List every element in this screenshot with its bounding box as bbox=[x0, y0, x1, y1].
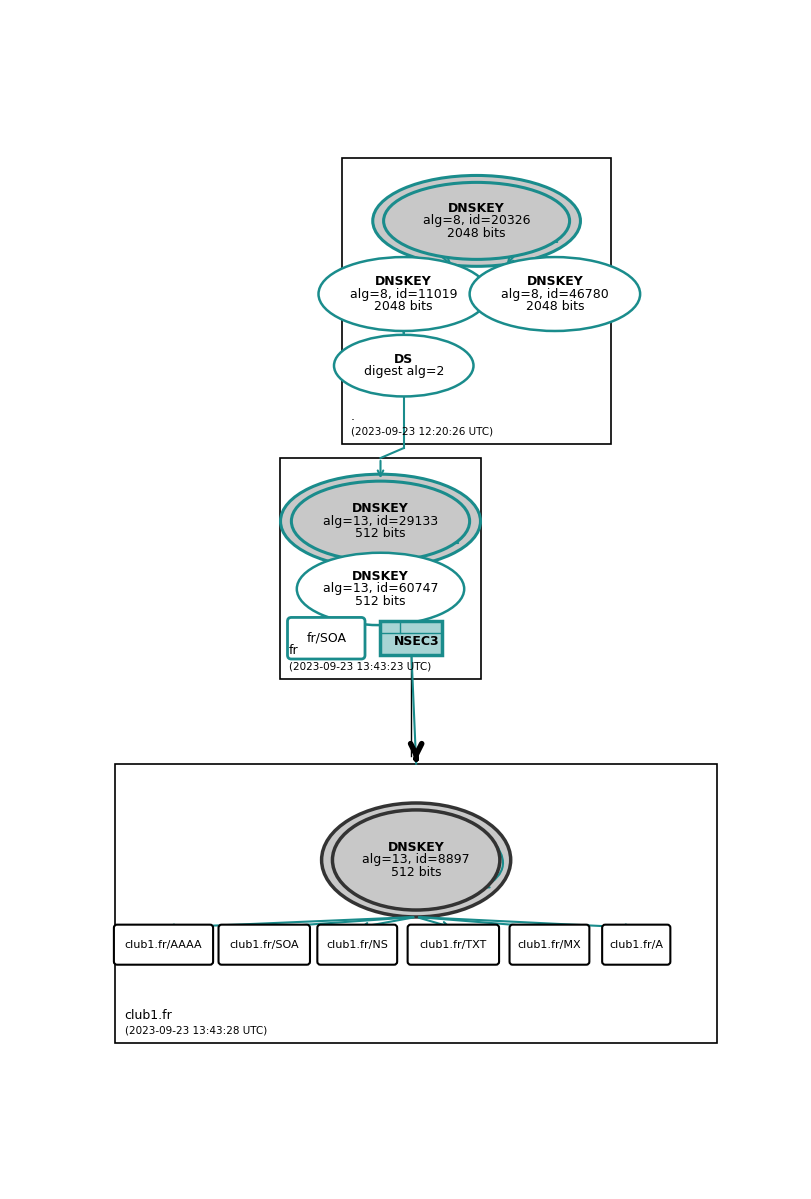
FancyBboxPatch shape bbox=[602, 924, 670, 965]
Ellipse shape bbox=[280, 475, 480, 568]
Text: (2023-09-23 12:20:26 UTC): (2023-09-23 12:20:26 UTC) bbox=[350, 427, 492, 436]
Text: club1.fr/NS: club1.fr/NS bbox=[326, 940, 388, 950]
Text: (2023-09-23 13:43:23 UTC): (2023-09-23 13:43:23 UTC) bbox=[289, 662, 431, 671]
Bar bbox=[341, 158, 611, 444]
Ellipse shape bbox=[332, 811, 500, 910]
Text: 2048 bits: 2048 bits bbox=[525, 300, 583, 313]
Text: DNSKEY: DNSKEY bbox=[375, 276, 431, 288]
Bar bbox=[380, 621, 442, 655]
FancyBboxPatch shape bbox=[287, 617, 365, 659]
FancyBboxPatch shape bbox=[218, 924, 310, 965]
Text: 512 bits: 512 bits bbox=[355, 528, 406, 540]
Text: alg=8, id=46780: alg=8, id=46780 bbox=[500, 288, 608, 301]
Ellipse shape bbox=[372, 175, 580, 266]
Text: alg=13, id=29133: alg=13, id=29133 bbox=[323, 514, 437, 528]
Text: DNSKEY: DNSKEY bbox=[352, 502, 409, 516]
Text: digest alg=2: digest alg=2 bbox=[363, 366, 444, 379]
Text: DS: DS bbox=[393, 353, 413, 366]
Bar bbox=[280, 458, 481, 679]
Ellipse shape bbox=[321, 803, 510, 917]
Text: 512 bits: 512 bits bbox=[355, 595, 406, 608]
Text: club1.fr: club1.fr bbox=[125, 1008, 172, 1022]
Ellipse shape bbox=[383, 182, 569, 259]
Text: DNSKEY: DNSKEY bbox=[352, 570, 409, 583]
Text: DNSKEY: DNSKEY bbox=[388, 842, 444, 854]
Text: DNSKEY: DNSKEY bbox=[526, 276, 582, 288]
Bar bbox=[115, 764, 716, 1043]
Text: club1.fr/MX: club1.fr/MX bbox=[517, 940, 581, 950]
Ellipse shape bbox=[318, 257, 488, 331]
Ellipse shape bbox=[469, 257, 639, 331]
FancyBboxPatch shape bbox=[317, 924, 397, 965]
Text: alg=8, id=11019: alg=8, id=11019 bbox=[350, 288, 457, 301]
Text: club1.fr/TXT: club1.fr/TXT bbox=[419, 940, 487, 950]
FancyBboxPatch shape bbox=[114, 924, 212, 965]
Ellipse shape bbox=[297, 553, 464, 625]
Text: 2048 bits: 2048 bits bbox=[447, 227, 505, 240]
Text: 2048 bits: 2048 bits bbox=[374, 300, 432, 313]
Text: (2023-09-23 13:43:28 UTC): (2023-09-23 13:43:28 UTC) bbox=[125, 1025, 267, 1036]
Text: fr: fr bbox=[289, 645, 298, 657]
Text: .: . bbox=[350, 410, 354, 422]
Text: 512 bits: 512 bits bbox=[390, 866, 441, 879]
FancyBboxPatch shape bbox=[407, 924, 499, 965]
Ellipse shape bbox=[291, 481, 469, 561]
Text: fr/SOA: fr/SOA bbox=[306, 632, 345, 645]
Text: alg=13, id=60747: alg=13, id=60747 bbox=[322, 583, 438, 596]
Text: NSEC3: NSEC3 bbox=[393, 635, 439, 649]
Text: club1.fr/A: club1.fr/A bbox=[608, 940, 663, 950]
FancyBboxPatch shape bbox=[509, 924, 589, 965]
Text: alg=8, id=20326: alg=8, id=20326 bbox=[423, 215, 530, 228]
Text: alg=13, id=8897: alg=13, id=8897 bbox=[362, 854, 470, 867]
Text: club1.fr/SOA: club1.fr/SOA bbox=[230, 940, 298, 950]
Text: club1.fr/AAAA: club1.fr/AAAA bbox=[125, 940, 202, 950]
Ellipse shape bbox=[333, 335, 473, 397]
Text: DNSKEY: DNSKEY bbox=[448, 203, 504, 215]
